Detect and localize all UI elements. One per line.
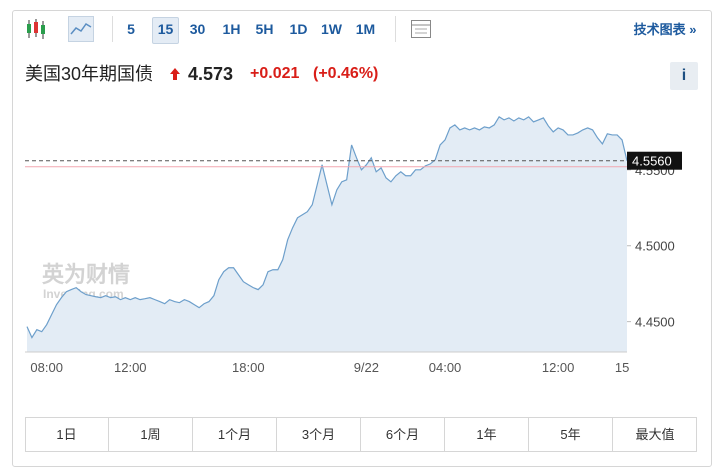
change-pct: (+0.46%): [313, 65, 379, 82]
interval-button[interactable]: 15: [152, 17, 179, 44]
price: 4.573: [188, 64, 234, 84]
candle-icon[interactable]: [24, 17, 48, 41]
interval-button[interactable]: 5H: [255, 21, 274, 37]
range-button[interactable]: 1个月: [193, 418, 277, 452]
interval-button[interactable]: 1M: [355, 21, 376, 37]
y-tick-label: 4.4500: [635, 315, 675, 330]
interval-button[interactable]: 1D: [289, 21, 308, 37]
x-tick-label: 08:00: [30, 360, 63, 375]
range-button[interactable]: 1年: [445, 418, 529, 452]
x-tick-label: 18:00: [232, 360, 265, 375]
area-fill: [27, 116, 627, 352]
separator: [395, 16, 396, 42]
range-button[interactable]: 1日: [25, 418, 109, 452]
widget-frame: [12, 10, 712, 467]
range-button[interactable]: 1周: [109, 418, 193, 452]
x-tick-label: 15: [615, 360, 629, 375]
range-bar: [25, 417, 697, 452]
interval-button[interactable]: 1H: [222, 21, 241, 37]
chart: 英为财情Investing.com08:0012:0018:009/2204:0…: [25, 116, 682, 375]
x-tick-label: 9/22: [354, 360, 379, 375]
interval-button[interactable]: 5: [127, 21, 135, 37]
y-tick-label: 4.5000: [635, 239, 675, 254]
range-button[interactable]: 6个月: [361, 418, 445, 452]
range-button[interactable]: 3个月: [277, 418, 361, 452]
range-button[interactable]: 5年: [529, 418, 613, 452]
interval-button[interactable]: 30: [189, 21, 206, 37]
current-price-label: 4.5560: [632, 154, 672, 169]
line-icon[interactable]: [68, 16, 94, 42]
interval-button[interactable]: 1W: [321, 21, 342, 37]
x-tick-label: 12:00: [542, 360, 575, 375]
price-line: [26, 116, 628, 339]
table-icon[interactable]: [410, 19, 432, 39]
range-button[interactable]: 最大值: [635, 427, 675, 442]
info-button[interactable]: i: [670, 62, 698, 90]
instrument-name: 美国30年期国债: [25, 64, 154, 84]
tech-chart-link[interactable]: 技术图表 »: [633, 22, 697, 37]
separator: [112, 16, 113, 42]
x-tick-label: 12:00: [114, 360, 147, 375]
x-tick-label: 04:00: [429, 360, 462, 375]
up-arrow: [170, 68, 180, 80]
current-price-box: [627, 151, 682, 170]
change: +0.021: [250, 65, 300, 82]
watermark: 英为财情: [42, 262, 130, 287]
